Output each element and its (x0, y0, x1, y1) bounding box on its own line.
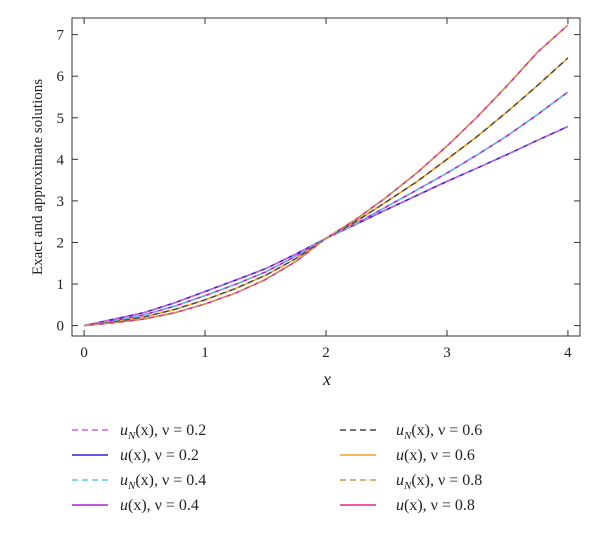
x-tick-label: 2 (322, 345, 330, 361)
legend: uN(x), ν = 0.2 u(x), ν = 0.2 uN(x), ν = 0.… (72, 422, 482, 514)
y-tick-label: 6 (57, 69, 65, 85)
series-line (83, 91, 569, 327)
legend-label: uN(x), ν = 0.6 (396, 422, 482, 442)
y-tick-label: 2 (57, 235, 65, 251)
axis-ticks: 0 1 2 3 4 0 1 2 3 4 5 6 7 (57, 18, 580, 361)
y-tick-label: 4 (57, 152, 65, 168)
plot-frame (71, 17, 581, 337)
series-lines (83, 24, 569, 327)
y-tick-label: 5 (57, 111, 65, 127)
series-line (83, 125, 569, 327)
legend-label: uN(x), ν = 0.2 (120, 422, 206, 442)
series-line (83, 91, 569, 327)
y-tick-label: 0 (57, 319, 65, 335)
y-tick-label: 1 (57, 277, 65, 293)
x-tick-label: 0 (80, 345, 88, 361)
series-line (84, 24, 569, 327)
y-tick-label: 7 (57, 28, 65, 44)
legend-label: u(x), ν = 0.2 (120, 447, 199, 464)
series-line (83, 125, 569, 327)
x-tick-label: 4 (564, 345, 572, 361)
legend-label: uN(x), ν = 0.8 (396, 472, 482, 492)
legend-label: uN(x), ν = 0.4 (120, 472, 206, 492)
legend-label: u(x), ν = 0.6 (396, 447, 475, 464)
legend-label: u(x), ν = 0.8 (396, 497, 475, 514)
x-axis-title: x (322, 369, 331, 389)
x-tick-label: 1 (201, 345, 209, 361)
series-line (84, 24, 569, 327)
legend-label: u(x), ν = 0.4 (120, 497, 199, 514)
x-tick-label: 3 (443, 345, 451, 361)
y-axis-title: Exact and approximate solutions (30, 79, 46, 275)
y-tick-label: 3 (57, 194, 65, 210)
